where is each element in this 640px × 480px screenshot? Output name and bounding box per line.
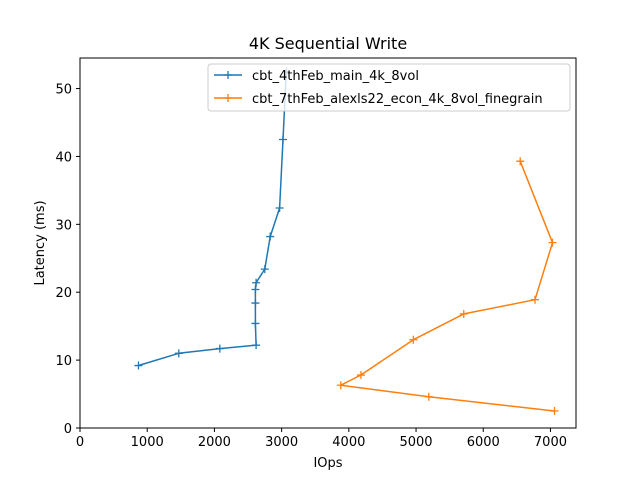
series-2-point <box>459 309 468 318</box>
series-2 <box>336 157 559 416</box>
series-1 <box>134 67 291 370</box>
x-axis: 0 1000 2000 3000 4000 5000 6000 7000 <box>76 428 567 450</box>
x-tick-label: 7000 <box>534 435 567 450</box>
x-tick-label: 1000 <box>131 435 164 450</box>
series-2-point <box>336 381 345 390</box>
plot-frame <box>79 57 577 429</box>
series-1-point <box>134 361 143 370</box>
series-1-point <box>251 285 260 294</box>
chart-title: 4K Sequential Write <box>249 34 407 53</box>
x-axis-label: IOps <box>313 456 342 471</box>
x-tick-label: 5000 <box>399 435 432 450</box>
legend: cbt_4thFeb_main_4k_8vol cbt_7thFeb_alexl… <box>207 63 571 112</box>
series-1-point <box>252 278 261 287</box>
y-tick-label: 40 <box>55 150 72 165</box>
series-1-point <box>278 135 287 144</box>
legend-label-series-1: cbt_4thFeb_main_4k_8vol <box>252 69 419 84</box>
y-tick-label: 0 <box>64 422 72 437</box>
x-tick-label: 0 <box>76 435 84 450</box>
series-1-point <box>215 344 224 353</box>
series-1-point <box>252 341 261 350</box>
x-tick-label: 4000 <box>332 435 365 450</box>
series-2-point <box>531 295 540 304</box>
series-2-point <box>424 392 433 401</box>
y-tick-label: 30 <box>55 218 72 233</box>
legend-label-series-2: cbt_7thFeb_alexls22_econ_4k_8vol_finegra… <box>252 92 543 107</box>
series-1-point <box>174 349 183 358</box>
x-tick-label: 6000 <box>467 435 500 450</box>
y-axis: 0 10 20 30 40 50 <box>55 83 80 437</box>
series-2-point <box>356 371 365 380</box>
x-tick-label: 3000 <box>265 435 298 450</box>
series-layer <box>134 67 559 416</box>
y-tick-label: 20 <box>55 286 72 301</box>
series-1-point <box>260 265 269 274</box>
series-1-point <box>251 299 260 308</box>
series-2-point <box>550 407 559 416</box>
series-2-point <box>516 157 525 166</box>
legend-marker-series-1 <box>224 71 232 79</box>
x-tick-label: 2000 <box>198 435 231 450</box>
series-2-point <box>409 335 418 344</box>
series-2-point <box>548 238 557 247</box>
legend-box <box>207 63 571 112</box>
series-1-point <box>266 232 275 241</box>
series-1-point <box>251 319 260 328</box>
series-1-point <box>275 204 284 213</box>
y-tick-label: 50 <box>55 83 72 98</box>
y-axis-label: Latency (ms) <box>33 200 48 285</box>
y-tick-label: 10 <box>55 354 72 369</box>
legend-marker-series-2 <box>224 94 232 102</box>
